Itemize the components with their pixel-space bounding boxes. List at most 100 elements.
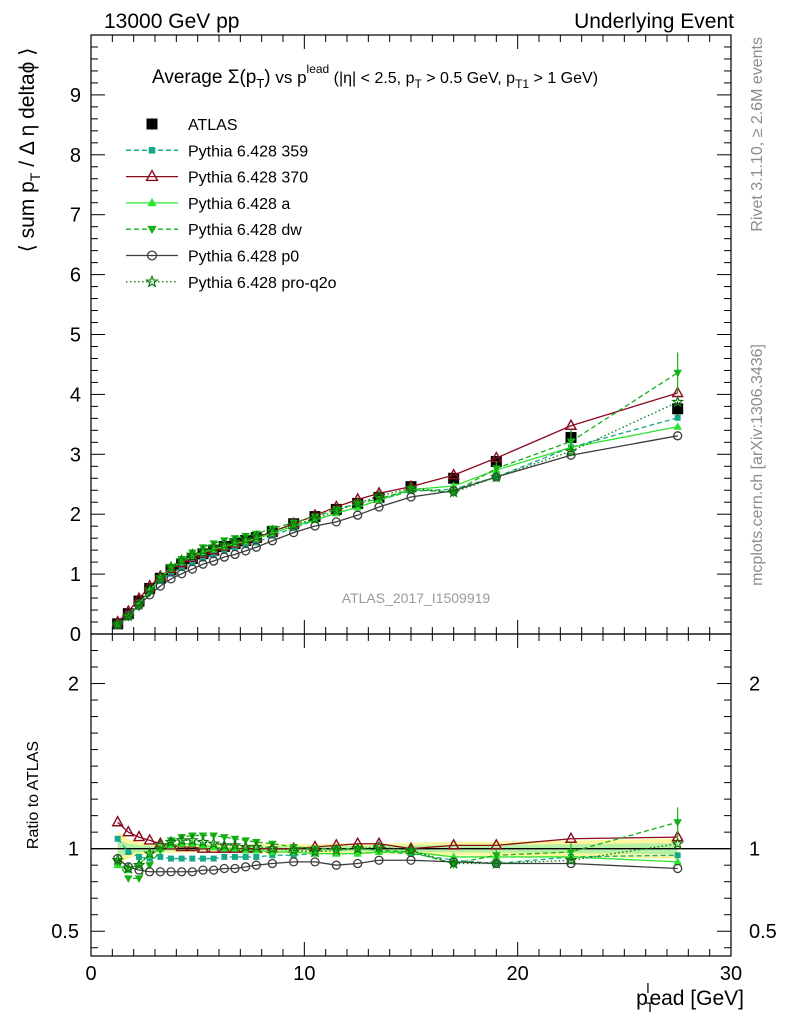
legend-label: Pythia 6.428 370: [188, 170, 308, 187]
ratio-point: [196, 835, 210, 848]
ratio-point: [207, 836, 221, 850]
legend-entry: Pythia 6.428 dw: [126, 222, 302, 239]
data-point: [287, 518, 301, 531]
ratio-point: [242, 853, 249, 860]
ratio-point: [230, 863, 240, 874]
y-tick-label: 1: [70, 564, 81, 586]
ratio-point: [232, 853, 238, 860]
data-point: [671, 395, 685, 408]
data-point: [198, 559, 208, 569]
series-line: [117, 401, 678, 626]
ratio-point: [178, 855, 185, 862]
ratio-point: [114, 835, 121, 842]
ratio-point: [122, 825, 135, 837]
ratio-tick-label-right: 2: [749, 674, 760, 696]
legend-marker: [146, 250, 158, 261]
data-point: [265, 524, 279, 538]
ratio-point: [136, 853, 142, 860]
data-point: [239, 532, 253, 546]
data-point: [187, 564, 197, 574]
data-point: [329, 503, 343, 517]
data-point: [404, 481, 418, 494]
data-point: [672, 403, 684, 415]
analysis-watermark: ATLAS_2017_I1509919: [342, 590, 491, 606]
x-tick-label: 20: [507, 963, 529, 985]
ratio-tick-label: 1: [68, 839, 79, 861]
header-right: Underlying Event: [574, 10, 734, 33]
y-tick-label: 9: [70, 85, 81, 107]
legend-entry: Pythia 6.428 p0: [126, 249, 299, 266]
ratio-point: [145, 867, 155, 877]
ratio-point: [241, 862, 251, 872]
data-point: [564, 444, 578, 457]
data-point: [267, 536, 277, 546]
data-point: [111, 617, 125, 630]
ratio-point: [351, 841, 365, 855]
ratio-point: [132, 830, 146, 842]
main-frame: [90, 34, 732, 635]
ratio-series-6: [111, 833, 685, 874]
data-point: [289, 519, 298, 528]
series-line: [117, 372, 679, 626]
data-point: [447, 485, 461, 498]
series-5: [113, 431, 683, 630]
data-point: [230, 535, 240, 543]
legend-marker: [148, 147, 156, 154]
ratio-point: [219, 863, 229, 874]
x-tick-label: 10: [293, 963, 315, 985]
series-6: [111, 395, 685, 630]
ratio-point: [673, 857, 682, 865]
ratio-point: [228, 838, 242, 851]
ratio-point: [220, 834, 229, 842]
data-point: [372, 489, 386, 502]
ratio-point: [189, 855, 196, 862]
data-point: [121, 609, 135, 622]
ratio-point: [566, 858, 576, 869]
ratio-point: [155, 867, 165, 877]
main-panel: [111, 352, 685, 630]
ratio-panel: [91, 807, 731, 883]
y-tick-label: 5: [70, 325, 81, 347]
legend-entry: Pythia 6.428 370: [126, 169, 308, 187]
ratio-series-line: [117, 839, 678, 870]
legend-entry: ATLAS: [146, 117, 238, 134]
data-point: [253, 539, 260, 546]
ratio-point: [671, 836, 685, 850]
ratio-point: [674, 852, 681, 859]
data-point: [566, 438, 576, 446]
chart-title: Average Σ(pT) vs plead (|η| < 2.5, pT > …: [152, 62, 598, 91]
data-point: [217, 538, 231, 551]
data-point: [168, 570, 174, 577]
data-point: [132, 597, 146, 610]
legend-label: Pythia 6.428 p0: [188, 249, 299, 266]
ratio-point: [125, 848, 132, 855]
ratio-point: [177, 867, 187, 877]
data-point: [374, 502, 384, 512]
data-point: [166, 574, 176, 584]
ratio-point: [134, 859, 144, 867]
data-point: [308, 512, 322, 525]
ratio-point: [143, 833, 156, 845]
y-tick-label: 3: [70, 444, 81, 466]
ratio-point: [310, 845, 320, 854]
data-point: [185, 548, 199, 561]
ratio-point: [265, 841, 279, 855]
y-tick-label: 6: [70, 265, 81, 287]
data-point: [331, 517, 341, 527]
data-point: [674, 414, 681, 421]
ratio-point: [673, 863, 683, 874]
ratio-point: [329, 843, 343, 856]
legend-entry: Pythia 6.428 359: [126, 143, 308, 160]
data-point: [153, 570, 167, 583]
side-rivet: Rivet 3.1.10, ≥ 2.6M events: [749, 37, 766, 232]
ratio-point: [269, 852, 276, 859]
data-point: [134, 600, 144, 610]
data-point: [249, 529, 263, 543]
ratio-tick-label-right: 1: [749, 839, 760, 861]
ratio-point: [175, 833, 189, 846]
ratio-point: [124, 875, 133, 883]
ratio-point: [566, 848, 576, 857]
side-mcplots: mcplots.cern.ch [arXiv:1306.3436]: [749, 344, 766, 586]
data-point: [175, 553, 189, 566]
